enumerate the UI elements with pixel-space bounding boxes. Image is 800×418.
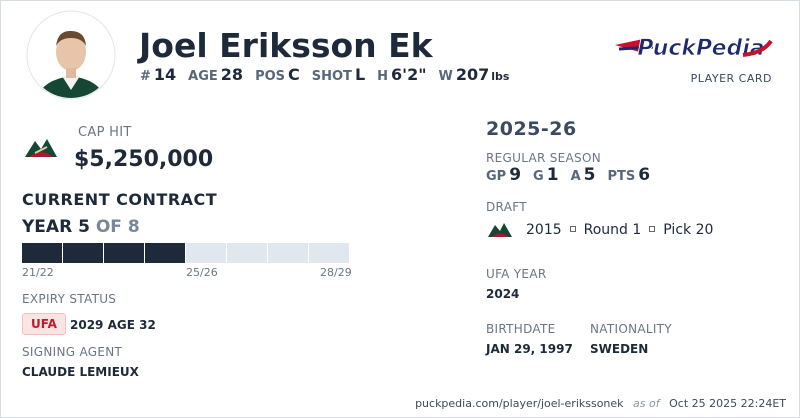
nationality-label: NATIONALITY	[590, 322, 672, 336]
agent-label: SIGNING AGENT	[22, 345, 123, 359]
draft-round: Round 1	[583, 222, 642, 238]
bio-line: #14 AGE 28 POS C SHOT L H 6'2" W 207 lbs	[140, 65, 509, 84]
expiry-label: EXPIRY STATUS	[22, 292, 117, 306]
stat-key: PTS	[607, 169, 636, 184]
footer-as-of: as of	[633, 397, 660, 410]
stat-value: 9	[509, 165, 522, 185]
of-label: OF	[95, 217, 122, 237]
cap-hit-label: CAP HIT	[78, 125, 132, 140]
draft-year: 2015	[526, 222, 562, 238]
contract-segment	[268, 243, 308, 263]
stat-key: GP	[486, 169, 507, 184]
stat-value: 1	[546, 165, 559, 185]
bar-tick: 28/29	[320, 266, 352, 279]
contract-segment	[186, 243, 226, 263]
contract-title: CURRENT CONTRACT	[22, 190, 218, 209]
stat-value: 6	[638, 165, 651, 185]
birthdate-label: BIRTHDATE	[486, 322, 556, 336]
agent-name: CLAUDE LEMIEUX	[22, 365, 139, 379]
year-value: 5	[78, 217, 90, 237]
bio-value: L	[354, 65, 366, 84]
bio-value: 28	[220, 65, 244, 84]
stat-value: 5	[583, 165, 596, 185]
bio-key: W	[438, 69, 453, 84]
brand-subtitle: PLAYER CARD	[690, 72, 772, 85]
year-label: YEAR	[22, 217, 73, 237]
draft-pick: Pick 20	[663, 222, 714, 238]
footer-date: Oct 25 2025 22:24ET	[669, 397, 786, 410]
cap-hit-value: $5,250,000	[74, 147, 214, 172]
stat-key: A	[570, 169, 581, 184]
contract-segment	[22, 243, 62, 263]
season-stats: GP 9 G 1 A 5 PTS 6	[486, 165, 662, 185]
season-title: 2025-26	[486, 118, 577, 140]
draft-detail: 2015 Round 1 Pick 20	[526, 222, 713, 238]
birthdate-value: JAN 29, 1997	[486, 342, 573, 356]
bio-value: C	[288, 65, 300, 84]
ufa-year-label: UFA YEAR	[486, 267, 547, 281]
bio-key: H	[377, 69, 389, 84]
contract-year: YEAR 5 OF 8	[22, 217, 140, 237]
contract-segment	[104, 243, 144, 263]
bio-key: #	[140, 69, 151, 84]
footer: puckpedia.com/player/joel-erikssonek as …	[415, 397, 786, 410]
total-years: 8	[127, 217, 140, 237]
footer-url[interactable]: puckpedia.com/player/joel-erikssonek	[415, 397, 624, 410]
bio-value: 207	[455, 65, 490, 84]
draft-team-logo	[488, 223, 512, 237]
brand-logo: PuckPedia	[615, 36, 773, 61]
team-logo	[25, 139, 57, 157]
contract-segment	[63, 243, 103, 263]
player-photo	[26, 10, 116, 100]
ufa-year-value: 2024	[486, 287, 520, 301]
expiry-detail: 2029 AGE 32	[70, 318, 156, 332]
expiry-status: UFA	[22, 313, 66, 335]
bio-value: 6'2"	[391, 65, 427, 84]
bio-unit: lbs	[491, 70, 510, 83]
contract-segment	[145, 243, 185, 263]
nationality-value: SWEDEN	[590, 342, 649, 356]
stat-key: G	[533, 169, 544, 184]
bar-tick: 21/22	[22, 266, 54, 279]
bar-tick: 25/26	[186, 266, 218, 279]
contract-segment	[309, 243, 349, 263]
bio-value: 14	[153, 65, 177, 84]
contract-bar	[22, 243, 350, 263]
brand-name: PuckPedia	[637, 36, 764, 61]
bio-key: AGE	[188, 69, 218, 84]
bio-key: POS	[255, 69, 286, 84]
draft-label: DRAFT	[486, 200, 527, 214]
season-label: REGULAR SEASON	[486, 151, 601, 165]
bio-key: SHOT	[311, 69, 352, 84]
player-name: Joel Eriksson Ek	[139, 26, 433, 65]
contract-segment	[227, 243, 267, 263]
